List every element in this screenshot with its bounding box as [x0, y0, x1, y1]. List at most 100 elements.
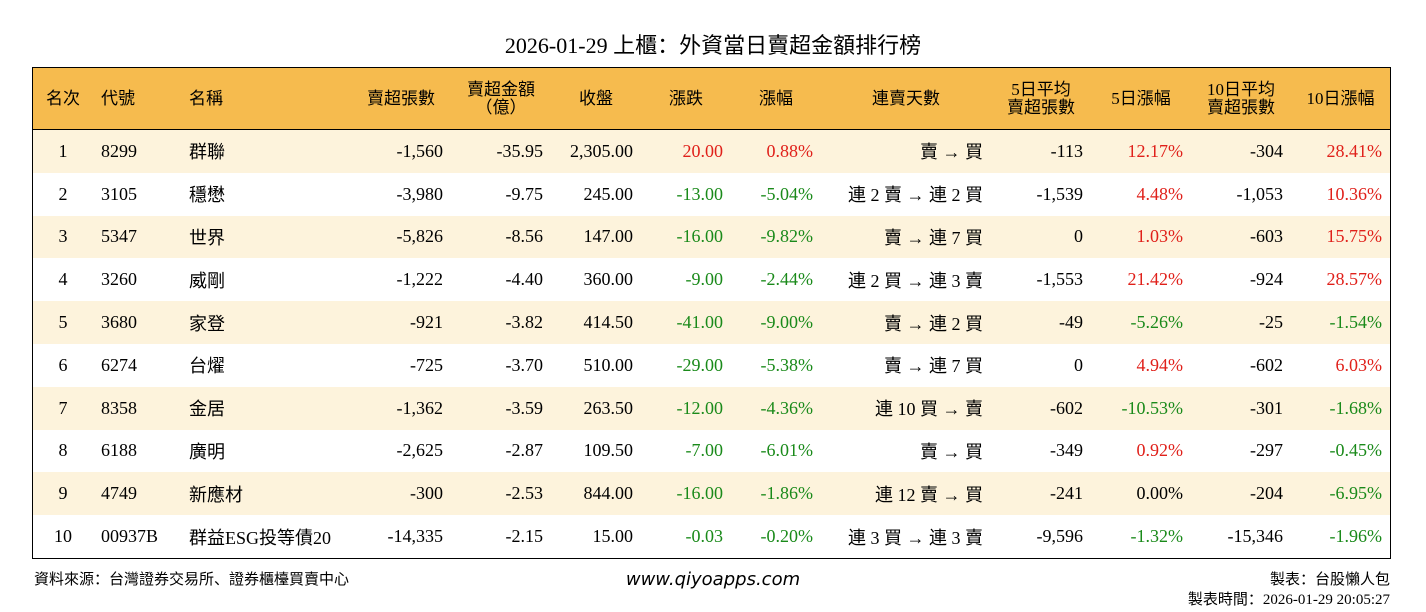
cell: -301: [1250, 397, 1283, 418]
cell: -2.87: [505, 440, 544, 461]
cell: -304: [1250, 140, 1283, 161]
header-cell: 漲跌: [669, 88, 703, 108]
cell: 穩懋: [189, 185, 225, 206]
cell: 連 2 買 → 連 3 賣: [848, 270, 983, 291]
cell: 賣 → 連 2 買: [884, 313, 983, 334]
header-cell: 5日平均 賣超張數: [1007, 79, 1075, 117]
cell: 賣 → 買: [920, 142, 983, 163]
cell: -35.95: [496, 140, 544, 161]
header-cell: 賣超張數: [367, 88, 435, 108]
cell: 世界: [189, 227, 225, 248]
cell: 賣 → 買: [920, 441, 983, 462]
cell: 15.75%: [1326, 226, 1383, 247]
cell: -29.00: [676, 354, 724, 375]
cell: 4749: [101, 483, 137, 504]
cell: -9.00: [685, 269, 724, 290]
cell: 4.48%: [1136, 183, 1184, 204]
cell: 21.42%: [1127, 269, 1184, 290]
cell: 廣明: [189, 441, 225, 462]
row-bg: [33, 515, 1390, 558]
cell: 6.03%: [1335, 354, 1383, 375]
cell: -12.00: [676, 397, 724, 418]
url: www.qiyoapps.com: [625, 569, 801, 590]
cell: -4.40: [505, 269, 544, 290]
header-cell: 10日漲幅: [1306, 88, 1375, 108]
cell: -602: [1050, 397, 1083, 418]
cell: -1.86%: [760, 483, 814, 504]
cell: -7.00: [685, 440, 724, 461]
cell: 群益ESG投等債20: [189, 527, 332, 548]
cell: -9.82%: [760, 226, 814, 247]
cell: 威剛: [189, 270, 225, 291]
row-bg: [33, 386, 1390, 430]
cell: -924: [1250, 269, 1283, 290]
cell: 8358: [101, 397, 137, 418]
cell: 賣 → 連 7 買: [884, 227, 983, 248]
header-cell: 收盤: [579, 88, 613, 108]
header-cell: 賣超金額 （億）: [467, 79, 535, 117]
header-cell: 漲幅: [759, 88, 793, 108]
cell: 6274: [101, 354, 137, 375]
row-bg: [33, 172, 1390, 216]
cell: -6.95%: [1329, 483, 1383, 504]
row-bg: [33, 429, 1390, 473]
cell: 5347: [101, 226, 137, 247]
table: 名次 代號 名稱 賣超張數 賣超金額 （億） 收盤 漲跌 漲幅 連賣天數 5日平均 賣超張數 5日漲…: [32, 67, 1391, 559]
cell: 3260: [101, 269, 137, 290]
cell: -2.15: [505, 526, 544, 547]
cell: 414.50: [583, 312, 634, 333]
cell: -0.20%: [760, 526, 814, 547]
cell: 9: [58, 483, 68, 504]
cell: 00937B: [101, 526, 159, 547]
header-cell: 名稱: [189, 88, 223, 108]
cell: -3.59: [505, 397, 544, 418]
header-cell: 10日平均 賣超張數: [1207, 79, 1275, 117]
cell: -241: [1050, 483, 1083, 504]
cell: -25: [1259, 312, 1283, 333]
cell: 10.36%: [1326, 183, 1383, 204]
cell: 28.57%: [1326, 269, 1383, 290]
cell: -5,826: [396, 226, 444, 247]
cell: 連 12 賣 → 買: [875, 484, 983, 505]
cell: -1.54%: [1329, 312, 1383, 333]
cell: -41.00: [676, 312, 724, 333]
cell: -204: [1250, 483, 1283, 504]
row-bg: [33, 344, 1390, 387]
cell: -3,980: [396, 183, 444, 204]
cell: 連 3 買 → 連 3 賣: [848, 527, 983, 548]
cell: 金居: [189, 399, 225, 420]
cell: 台燿: [189, 356, 225, 377]
cell: 10: [54, 526, 72, 547]
cell: -603: [1250, 226, 1283, 247]
header-cell: 名次: [46, 88, 80, 108]
cell: -2,625: [396, 440, 444, 461]
cell: 263.50: [583, 397, 634, 418]
row-bg: [33, 130, 1390, 173]
cell: -1,053: [1236, 183, 1284, 204]
cell: -0.03: [685, 526, 724, 547]
cell: -1,553: [1036, 269, 1084, 290]
cell: -16.00: [676, 226, 724, 247]
cell: 0: [1074, 226, 1083, 247]
cell: 連 10 買 → 賣: [875, 399, 983, 420]
maker: 製表：台股懶人包: [1269, 572, 1390, 588]
cell: 245.00: [583, 183, 634, 204]
cell: -2.53: [505, 483, 544, 504]
cell: -349: [1050, 440, 1083, 461]
cell: -1.96%: [1329, 526, 1383, 547]
cell: 3105: [101, 183, 137, 204]
cell: 3680: [101, 312, 137, 333]
cell: 1.03%: [1136, 226, 1184, 247]
cell: 2: [58, 183, 68, 204]
cell: -5.04%: [760, 183, 814, 204]
source: 資料來源：台灣證券交易所、證券櫃檯買賣中心: [34, 572, 350, 588]
cell: -9,596: [1036, 526, 1084, 547]
cell: 5: [58, 312, 68, 333]
cell: -297: [1250, 440, 1283, 461]
cell: -4.36%: [760, 397, 814, 418]
cell: -1,560: [396, 140, 444, 161]
cell: 3: [58, 226, 68, 247]
cell: -1,362: [396, 397, 444, 418]
cell: -921: [410, 312, 443, 333]
cell: 8299: [101, 140, 137, 161]
